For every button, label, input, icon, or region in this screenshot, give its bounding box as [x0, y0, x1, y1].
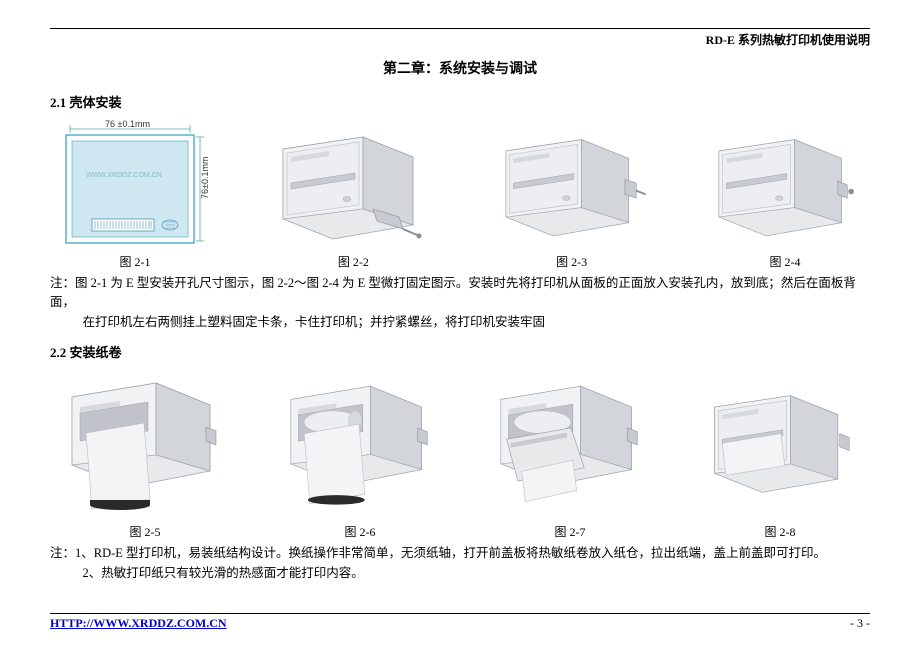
- fig-2-3-caption: 图 2-3: [556, 253, 587, 270]
- section1-note: 注：图 2-1 为 E 型安装开孔尺寸图示，图 2-2～图 2-4 为 E 型微…: [50, 274, 870, 332]
- fig-2-2-caption: 图 2-2: [338, 253, 369, 270]
- dim-side-label: 76±0.1mm: [200, 157, 210, 199]
- section2-note: 注：1、RD-E 型打印机，易装纸结构设计。换纸操作非常简单，无须纸轴，打开前盖…: [50, 544, 870, 583]
- fig-2-7-caption: 图 2-7: [555, 523, 586, 540]
- footer-url[interactable]: HTTP://WWW.XRDDZ.COM.CN: [50, 616, 227, 631]
- fig-2-4-caption: 图 2-4: [769, 253, 800, 270]
- figure-2-5: 图 2-5: [50, 369, 240, 540]
- figure-2-2: 图 2-2: [263, 119, 443, 270]
- chapter-title: 第二章：系统安装与调试: [50, 58, 870, 78]
- fig-2-8-caption: 图 2-8: [765, 523, 796, 540]
- figure-2-8: 图 2-8: [690, 369, 870, 540]
- figure-2-1: 76 ±0.1mm 76±0.1mm WWW.XRDDZ.COM.CN: [50, 119, 220, 270]
- figure-2-6: 图 2-6: [270, 369, 450, 540]
- section-2-2-title: 2.2 安装纸卷: [50, 342, 870, 361]
- figure-2-4: 图 2-4: [700, 119, 870, 270]
- figure-row-2: 图 2-5 图 2-6: [50, 369, 870, 540]
- fig-2-5-caption: 图 2-5: [130, 523, 161, 540]
- figure-2-7: 图 2-7: [480, 369, 660, 540]
- dim-top-label: 76 ±0.1mm: [105, 119, 150, 129]
- page-number: - 3 -: [850, 616, 870, 631]
- doc-header-title: RD-E 系列热敏打印机使用说明: [50, 31, 870, 48]
- page-footer: HTTP://WWW.XRDDZ.COM.CN - 3 -: [50, 613, 870, 631]
- figure-row-1: 76 ±0.1mm 76±0.1mm WWW.XRDDZ.COM.CN: [50, 119, 870, 270]
- panel-watermark: WWW.XRDDZ.COM.CN: [86, 172, 162, 179]
- figure-2-3: 图 2-3: [487, 119, 657, 270]
- fig-2-6-caption: 图 2-6: [345, 523, 376, 540]
- fig-2-1-caption: 图 2-1: [120, 253, 151, 270]
- section-2-1-title: 2.1 壳体安装: [50, 92, 870, 111]
